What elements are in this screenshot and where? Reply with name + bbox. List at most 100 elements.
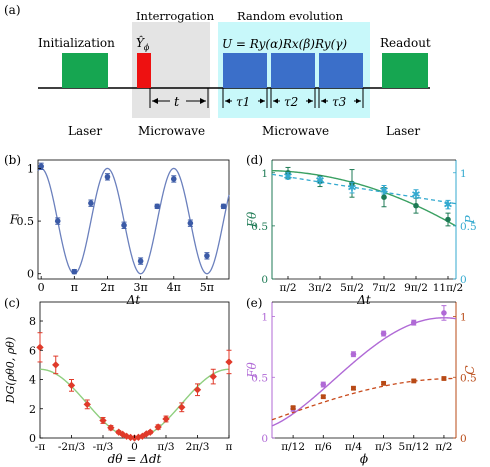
ry-gamma-pulse [319,53,363,88]
fit-curve-0 [271,317,457,427]
x-tick-label-4: 4π [167,281,181,294]
x-tick-label-4: 5π/12 [399,441,429,453]
left-tick-label-1: 0.5 [251,221,268,233]
readout-label: Readout [380,36,431,50]
x-tick-label-4: 9π/2 [404,282,428,294]
fit-curve-0 [271,169,457,227]
y-tick-label-0: 0 [27,268,34,281]
data-point-1 [54,218,61,224]
y-tick-label-2: 4 [29,374,36,387]
data-point-17 [178,403,186,411]
series0-data-point-5 [441,310,447,316]
x-tick-label-5: 11π/2 [433,282,463,294]
data-point-6 [137,258,144,264]
data-point-19 [209,372,217,381]
series0-data-point-2 [350,351,357,358]
bottom-label-microwave-2: Microwave [262,124,329,138]
data-point-15 [154,423,162,431]
x-tick-label-2: 5π/2 [340,282,364,294]
left-tick-label-2: 1 [261,168,268,180]
plot-frame [39,301,230,439]
x-tick-label-0: 0 [38,281,45,294]
data-point-2 [67,381,76,390]
right-tick-label-2: 1 [460,312,467,324]
initialization-pulse [62,53,108,88]
x-tick-label-2: -π/3 [93,441,114,453]
x-tick-label-0: π/12 [281,441,305,453]
series1-data-point-1: ✱ [315,174,324,187]
x-axis-label: Δt [356,293,371,307]
x-tick-label-0: π/2 [279,282,296,294]
series1-data-point-2: ✱ [347,182,356,195]
y-phi-label: Ŷϕ [136,35,150,52]
y-axis-label: DG(ρθ0, ρθ) [4,337,17,404]
x-tick-label-3: 7π/2 [372,282,396,294]
rx-beta-pulse [271,53,315,88]
chart-c: -π -2π/3 -π/3 0 π/3 2π/3 π 0 2 4 6 8 dθ = Δdt DG(ρθ0,… [4,301,233,466]
bottom-label-microwave-1: Microwave [138,124,205,138]
data-point-9 [187,220,194,226]
y-tick-label-0: 0 [29,432,36,445]
data-point-4 [104,174,111,180]
y-axis-label: F [9,213,19,227]
fit-curve [39,368,230,439]
series1-data-point-5 [441,376,447,381]
series1-data-point-3: ✱ [379,184,388,197]
series0-data-point-3 [381,194,387,200]
x-tick-label-3: π/3 [375,441,392,453]
data-point-8 [170,176,177,182]
fit-curve-1 [271,377,456,421]
panel-e-label: (e) [246,296,262,310]
series0-data-point-4 [413,202,419,209]
data-point-11 [220,203,227,210]
bottom-label-laser-2: Laser [386,124,420,138]
series1-data-point-0: ✱ [283,170,292,183]
y-tick-label-1: 2 [29,403,36,416]
left-tick-label-0: 0 [261,274,268,286]
data-point-3 [83,400,91,409]
left-axis-label: Fθ [245,361,259,378]
right-axis-label: P [463,215,477,225]
left-axis-label: Fθ [245,211,259,228]
x-tick-label-1: 3π/2 [308,282,332,294]
x-tick-label-1: π [71,281,78,294]
data-point-7 [154,203,160,210]
right-tick-label-0: 0 [460,274,467,286]
x-tick-label-5: π/2 [435,441,452,453]
initialization-label: Initialization [38,36,115,50]
chart-e: π/12 π/6 π/4 π/3 5π/12 π/2 0 0 0.5 0.5 1 1 ϕ Fθ C [245,301,477,466]
x-tick-label-4: π/3 [157,441,174,453]
panel-a-label: (a) [4,3,21,17]
data-point-20 [225,358,233,366]
series0-data-point-3 [380,330,387,337]
data-point-1 [52,361,60,369]
series1-data-point-4 [411,378,417,384]
data-point-5 [121,222,127,229]
left-tick-label-2: 1 [261,312,268,324]
readout-pulse [382,53,428,88]
series1-data-point-5: ✱ [443,199,452,212]
y-tick-label-1: 0.5 [17,215,35,228]
y-phi-pulse [137,53,151,88]
x-axis-label: dθ = Δdt [108,452,162,466]
t-label: t [174,95,180,110]
x-axis-label: Δt [126,293,141,307]
x-tick-label-2: 2π [100,281,114,294]
panel-d-label: (d) [246,153,263,167]
right-tick-label-2: 1 [460,168,467,180]
data-point-10 [204,253,210,259]
x-tick-label-1: -2π/3 [58,441,85,453]
y-tick-label-3: 6 [29,344,36,357]
data-point-0 [36,343,44,352]
x-tick-label-6: π [226,441,233,453]
random-evolution-label: Random evolution [237,9,344,23]
left-tick-label-0: 0 [261,433,268,445]
chart-d: ✱ ✱✱ ✱ ✱✱π/2 3π/2 5π/2 7π/2 9π/2 11π/20 00.5 0.51 1… [245,159,477,307]
unitary-label: U = Ry(α)Rx(β)Ry(γ) [222,37,347,51]
panel-b-label: (b) [4,153,21,167]
y-tick-label-4: 8 [29,315,36,328]
fit-curve [37,167,230,275]
fit-curve-1 [271,173,457,205]
x-axis-label: ϕ [360,452,368,466]
